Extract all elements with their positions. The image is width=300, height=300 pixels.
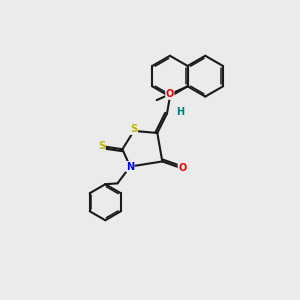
Text: S: S: [130, 124, 137, 134]
Text: O: O: [178, 163, 186, 172]
Text: N: N: [126, 161, 134, 172]
Text: O: O: [166, 89, 174, 99]
Text: H: H: [176, 107, 184, 117]
Text: S: S: [98, 141, 105, 151]
